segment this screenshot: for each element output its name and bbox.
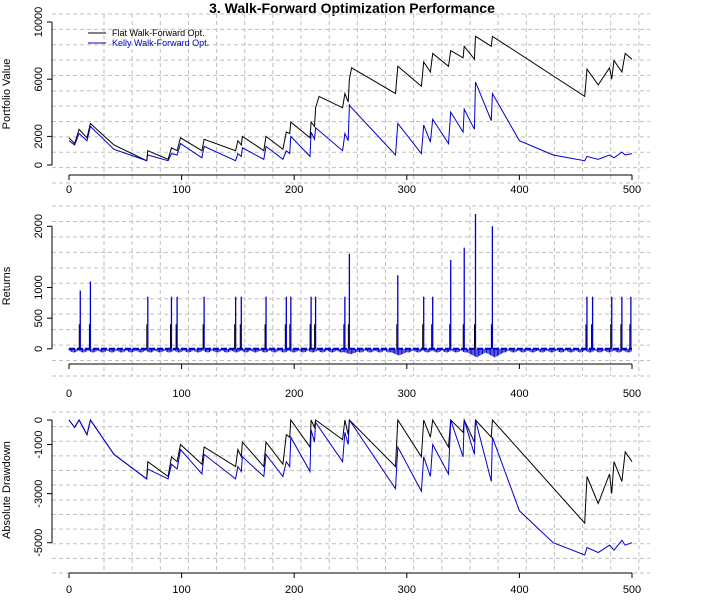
y-axis-label: Portfolio Value xyxy=(1,59,13,130)
series-line-kelly xyxy=(68,81,633,162)
returns-bars xyxy=(68,348,632,358)
y-tick-label: 2000 xyxy=(33,214,45,238)
x-tick-label: 500 xyxy=(623,184,641,196)
x-tick-label: 200 xyxy=(285,184,303,196)
y-tick-label: -1000 xyxy=(33,430,45,458)
y-tick-label: -3000 xyxy=(33,480,45,508)
legend-entry: Flat Walk-Forward Opt. xyxy=(112,28,205,38)
y-axis-label: Absolute Drawdown xyxy=(1,441,13,539)
chart-title: 3. Walk-Forward Optimization Performance xyxy=(209,0,495,16)
x-tick-label: 500 xyxy=(623,388,641,400)
y-tick-label: 6000 xyxy=(33,67,45,91)
series-line-kelly xyxy=(68,418,633,556)
x-axis-1 xyxy=(68,174,633,180)
series-line-flat xyxy=(68,35,633,162)
x-tick-label: 300 xyxy=(398,184,416,196)
panel-1: 0 100 200 300 400 500 0 2000 6000 10000 Portfolio … xyxy=(1,7,650,196)
x-tick-label: 400 xyxy=(510,184,528,196)
x-axis-2 xyxy=(68,363,633,369)
x-tick-label: 0 xyxy=(66,388,72,400)
x-tick-label: 100 xyxy=(172,184,190,196)
x-axis-3 xyxy=(68,572,633,578)
y-tick-label: 10000 xyxy=(33,7,45,38)
series-line-flat xyxy=(68,418,633,525)
x-tick-label: 0 xyxy=(66,184,72,196)
grid-3 xyxy=(52,411,650,574)
x-tick-label: 300 xyxy=(398,388,416,400)
x-tick-label: 100 xyxy=(172,584,190,596)
legend: Flat Walk-Forward Opt.Kelly Walk-Forward… xyxy=(88,28,209,48)
y-tick-label: 500 xyxy=(33,309,45,327)
grid-2 xyxy=(52,205,650,377)
legend-entry: Kelly Walk-Forward Opt. xyxy=(112,38,209,48)
y-tick-label: 0 xyxy=(33,162,45,168)
plots: 0 100 200 300 400 50002000600010000Portfolio … xyxy=(1,7,650,596)
panel-3: 0 100 200 300 400 500 0 -1000 -3000 -5000 Absolute… xyxy=(1,411,650,596)
x-tick-label: 100 xyxy=(172,388,190,400)
y-tick-label: 1000 xyxy=(33,275,45,299)
y-axis-1 xyxy=(47,21,53,166)
y-axis-label: Returns xyxy=(1,266,13,305)
x-tick-label: 400 xyxy=(510,388,528,400)
y-tick-label: 0 xyxy=(33,346,45,352)
x-tick-label: 200 xyxy=(285,388,303,400)
x-tick-label: 500 xyxy=(623,584,641,596)
grid-1 xyxy=(52,13,650,184)
y-tick-label: 0 xyxy=(33,417,45,423)
y-axis-2 xyxy=(47,225,53,350)
y-axis-3 xyxy=(47,419,53,544)
x-tick-label: 400 xyxy=(510,584,528,596)
y-tick-label: -5000 xyxy=(33,529,45,557)
panel-2: 0 100 200 300 400 500 0 500 1000 2000 Returns xyxy=(1,205,650,400)
x-tick-label: 300 xyxy=(398,584,416,596)
x-tick-label: 200 xyxy=(285,584,303,596)
x-tick-label: 0 xyxy=(66,584,72,596)
y-tick-label: 2000 xyxy=(33,124,45,148)
